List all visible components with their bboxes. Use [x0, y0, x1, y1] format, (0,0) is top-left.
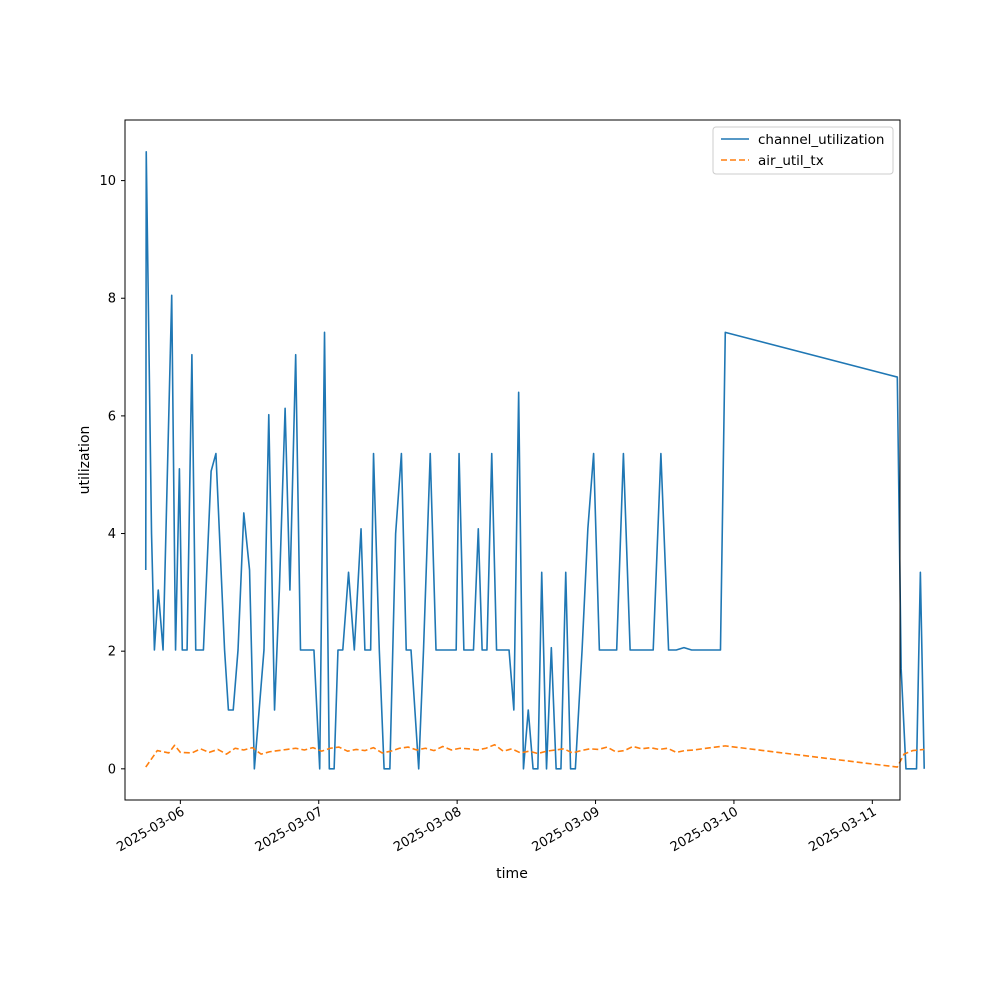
y-tick-label: 2	[108, 645, 116, 660]
series-channel_utilization	[144, 150, 926, 770]
series-line-channel_utilization	[144, 150, 926, 770]
y-axis-title: utilization	[77, 426, 93, 495]
legend-label: air_util_tx	[758, 153, 824, 169]
y-tick-label: 0	[108, 762, 116, 777]
y-tick-label: 8	[108, 292, 116, 307]
plot-frame	[124, 119, 901, 801]
x-tick-label: 2025-03-11	[806, 804, 879, 855]
y-axis-ticks: 0 2 4 6 8 10	[99, 174, 125, 777]
x-tick-label: 2025-03-07	[253, 804, 326, 855]
y-tick-label: 4	[108, 527, 116, 542]
series-line-air_util_tx	[145, 743, 925, 768]
x-tick-label: 2025-03-10	[668, 804, 741, 855]
series-layer	[144, 150, 926, 770]
legend-box	[712, 126, 894, 175]
series-air_util_tx	[145, 743, 925, 768]
x-tick-label: 2025-03-09	[530, 804, 603, 855]
legend-label: channel_utilization	[758, 132, 885, 148]
x-axis-title: time	[496, 866, 528, 882]
y-tick-label: 10	[99, 174, 116, 189]
y-tick-label: 6	[108, 409, 116, 424]
x-tick-label: 2025-03-06	[114, 804, 187, 855]
x-axis-ticks: 2025-03-06 2025-03-07 2025-03-08 2025-03-09…	[114, 800, 879, 855]
x-tick-label: 2025-03-08	[391, 804, 464, 855]
legend: channel_utilization air_util_tx	[712, 126, 894, 175]
